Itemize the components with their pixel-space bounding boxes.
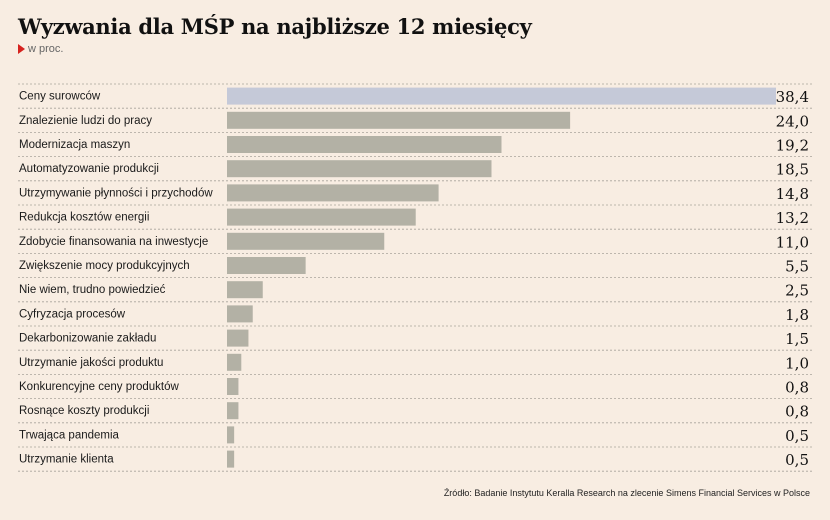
bar (227, 160, 492, 178)
category-label: Trwająca pandemia (19, 429, 120, 441)
value-label: 18,5 (776, 161, 809, 179)
chart-subtitle: w proc. (18, 43, 63, 55)
bar (227, 136, 502, 153)
value-label: 2,5 (785, 282, 809, 300)
source-note: Źródło: Badanie Instytutu Keralla Resear… (443, 488, 810, 498)
category-label: Redukcja kosztów energii (19, 212, 149, 224)
value-label: 0,8 (785, 379, 809, 397)
category-label: Zwiększenie mocy produkcyjnych (19, 260, 190, 272)
bar (227, 281, 263, 299)
bar (227, 111, 571, 129)
bar (227, 232, 385, 250)
value-label: 1,0 (785, 354, 809, 372)
category-label: Cyfryzacja procesów (19, 308, 126, 320)
bar (227, 208, 416, 226)
value-label: 0,8 (785, 403, 809, 421)
category-label: Zdobycie finansowania na inwestycje (19, 236, 208, 248)
value-label: 0,5 (785, 427, 809, 445)
category-label: Utrzymanie klienta (19, 454, 114, 466)
bar (227, 378, 239, 395)
bar (227, 426, 235, 444)
value-label: 0,5 (785, 451, 809, 469)
value-label: 14,8 (776, 185, 809, 203)
category-label: Konkurencyjne ceny produktów (19, 381, 180, 393)
value-label: 19,2 (776, 137, 809, 155)
category-label: Modernizacja maszyn (19, 139, 130, 151)
bar (227, 402, 239, 420)
category-label: Utrzymanie jakości produktu (19, 357, 163, 369)
unit-label: w proc. (28, 43, 64, 55)
bar (227, 257, 306, 274)
bar (227, 305, 253, 323)
value-label: 13,2 (776, 209, 809, 227)
chart-title: Wyzwania dla MŚP na najbliższe 12 miesię… (18, 14, 532, 39)
category-label: Znalezienie ludzi do pracy (19, 115, 152, 127)
category-label: Dekarbonizowanie zakładu (19, 333, 156, 345)
value-label: 1,5 (785, 330, 809, 348)
category-label: Rosnące koszty produkcji (19, 405, 149, 417)
category-label: Nie wiem, trudno powiedzieć (19, 284, 166, 296)
bar (227, 184, 439, 202)
value-label: 38,4 (776, 88, 809, 106)
value-label: 5,5 (785, 258, 809, 276)
category-label: Utrzymywanie płynności i przychodów (19, 187, 213, 199)
category-label: Ceny surowców (19, 91, 101, 103)
value-label: 1,8 (785, 306, 809, 324)
triangle-marker-icon (18, 44, 25, 54)
category-label: Automatyzowanie produkcji (19, 163, 159, 175)
bar (227, 87, 776, 105)
bar (227, 329, 249, 347)
value-label: 11,0 (776, 233, 809, 251)
bar (227, 353, 242, 371)
bar (227, 450, 235, 468)
value-label: 24,0 (776, 112, 809, 130)
